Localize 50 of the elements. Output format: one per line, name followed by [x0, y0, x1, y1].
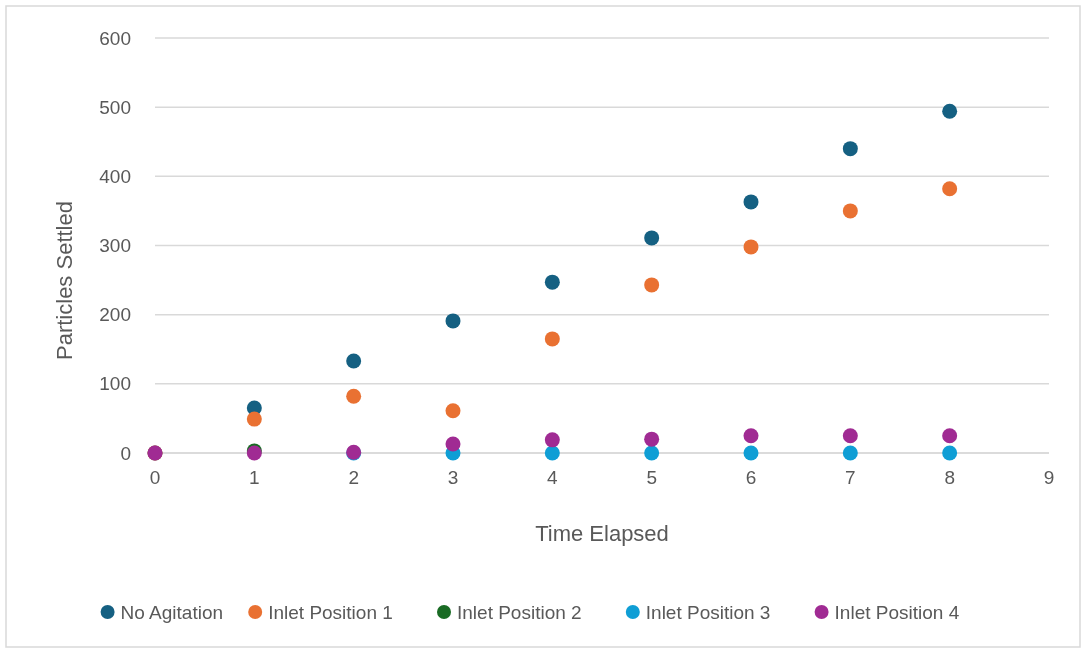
- x-tick-label: 3: [447, 467, 459, 488]
- point: [544, 274, 560, 290]
- point: [743, 428, 759, 444]
- legend-label: Inlet Position 1: [268, 601, 393, 623]
- legend-label: Inlet Position 4: [834, 601, 960, 623]
- x-tick-label: 7: [845, 467, 856, 488]
- point: [544, 331, 560, 347]
- x-tick-label: 4: [547, 467, 559, 488]
- x-tick-label: 9: [1043, 467, 1055, 488]
- point: [445, 436, 461, 452]
- point: [942, 103, 958, 119]
- point: [842, 428, 858, 444]
- y-tick-label: 100: [99, 373, 131, 395]
- point: [942, 428, 958, 444]
- point: [644, 431, 660, 447]
- point: [644, 230, 660, 246]
- x-tick-label: 2: [348, 467, 359, 488]
- point: [644, 445, 660, 461]
- y-tick-label: 300: [99, 235, 131, 257]
- y-tick-label: 400: [99, 165, 131, 187]
- x-tick-label: 8: [944, 467, 955, 488]
- y-tick-label: 600: [99, 27, 131, 49]
- point: [544, 432, 560, 448]
- point: [346, 388, 362, 404]
- point: [743, 239, 759, 255]
- y-tick-label: 200: [99, 304, 131, 326]
- legend-label: No Agitation: [120, 601, 224, 623]
- point: [842, 141, 858, 157]
- point: [346, 353, 362, 369]
- legend-label: Inlet Position 2: [457, 601, 582, 623]
- x-tick-label: 1: [249, 467, 260, 488]
- x-axis-title: Time Elapsed: [535, 521, 669, 546]
- point: [644, 277, 660, 293]
- y-axis-title: Particles Settled: [52, 201, 77, 360]
- point: [842, 445, 858, 461]
- point: [445, 403, 461, 419]
- legend-label: Inlet Position 3: [645, 601, 771, 623]
- x-tick-label: 5: [646, 467, 657, 488]
- point: [942, 181, 958, 197]
- x-tick-label: 6: [745, 467, 757, 488]
- point: [544, 445, 560, 461]
- y-tick-label: 500: [99, 96, 131, 118]
- point: [743, 445, 759, 461]
- y-tick-label: 0: [120, 442, 131, 464]
- point: [246, 411, 262, 427]
- x-tick-label: 0: [149, 467, 161, 488]
- point: [942, 445, 958, 461]
- point: [445, 313, 461, 329]
- point: [743, 194, 759, 210]
- point: [842, 203, 858, 219]
